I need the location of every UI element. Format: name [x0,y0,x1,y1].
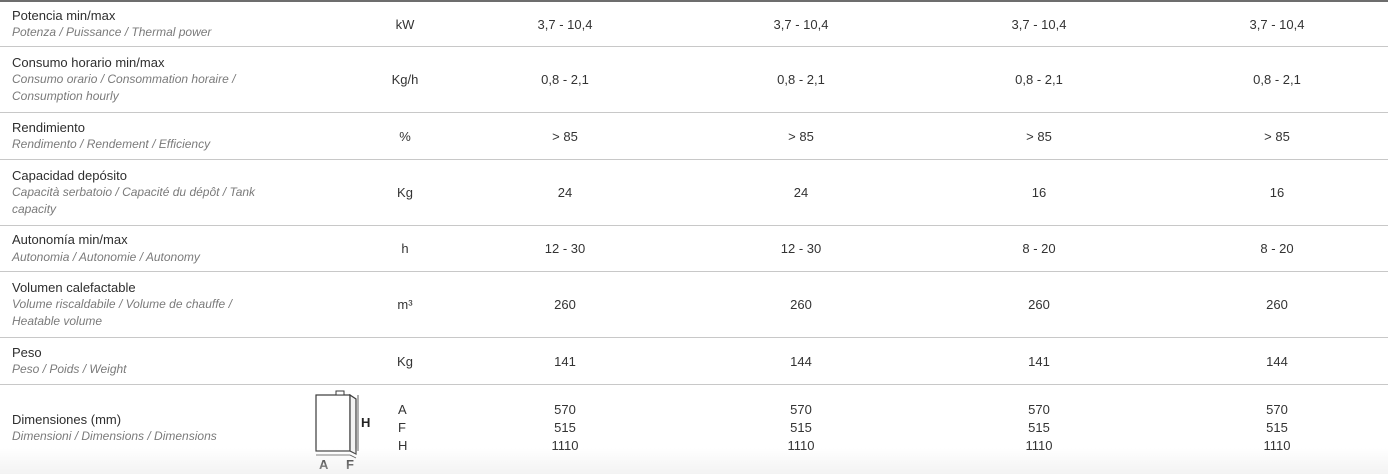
row-label-translation: Autonomia / Autonomie / Autonomy [12,249,200,264]
row-label-main: Consumo horario min/max [12,54,165,70]
dimension-value-f: 515 [790,420,812,435]
value-cell-model-4: 3,7 - 10,4 [1249,16,1305,32]
dimension-value-a: 570 [790,402,812,417]
value-cell-model-1: 3,7 - 10,4 [537,16,593,32]
value-cell-model-1: 141 [554,353,576,369]
stove-front-outline [315,394,351,452]
row-label-translation-cont: Consumption hourly [12,88,119,103]
row-label-main: Potencia min/max [12,7,116,23]
spec-row-efficiency: Rendimiento Rendimento / Rendement / Eff… [0,113,1388,160]
value-cell-model-2: 144 [790,353,812,369]
value-cell-model-2: > 85 [788,128,814,144]
stove-side-outline [349,393,357,455]
value-cell-model-4: 0,8 - 2,1 [1253,72,1301,87]
value-cell-model-2: 3,7 - 10,4 [773,16,829,32]
value-cell-model-1: > 85 [552,128,578,144]
unit-cell: m³ [397,297,413,312]
spec-row-hourly-consumption: Consumo horario min/max Consumo orario /… [0,47,1388,113]
unit-cell: % [399,128,411,144]
row-label-translation: Consumo orario / Consommation horaire / [12,72,236,87]
value-cell-model-1: 260 [554,297,576,312]
row-label-translation: Capacità serbatoio / Capacité du dépôt /… [12,185,256,200]
dimension-value-h: 1110 [1025,438,1053,453]
row-label-main: Dimensiones (mm) [12,411,122,427]
row-label-translation-cont: Heatable volume [12,313,103,328]
value-cell-model-3: 141 [1028,353,1050,369]
value-cell-model-2: 260 [790,297,812,312]
row-label: Autonomía min/max Autonomia / Autonomie … [0,232,300,265]
stove-flue-outline [335,390,345,396]
row-label: Capacidad depósito Capacità serbatoio / … [0,168,300,218]
spec-row-thermal-power: Potencia min/max Potenza / Puissance / T… [0,2,1388,47]
row-label-main: Volumen calefactable [12,279,136,295]
value-cell-model-4: 260 [1266,297,1288,312]
value-cell-model-1: 12 - 30 [544,241,586,256]
value-cell-model-3: 16 [1031,185,1047,200]
value-cell-model-1: 24 [557,185,573,200]
value-cell-model-1: 0,8 - 2,1 [541,72,589,87]
value-cell-model-2: 12 - 30 [780,241,822,256]
value-cell-model-4: 8 - 20 [1260,241,1294,256]
dimension-value-h: 1110 [551,438,579,453]
row-label-translation: Peso / Poids / Weight [12,362,127,376]
diagram-label-a: A [319,457,329,472]
row-label-translation: Rendimento / Rendement / Efficiency [12,137,211,151]
dimension-axis-cell: A F H [398,385,428,471]
row-label: Dimensiones (mm) Dimensioni / Dimensions… [0,412,300,445]
unit-cell: h [401,241,409,256]
value-cell-model-3: 260 [1028,297,1050,312]
diagram-label-h: H [361,415,370,430]
stove-dimension-diagram: H A F [315,390,370,472]
row-label-main: Autonomía min/max [12,232,128,247]
row-label-main: Peso [12,344,42,360]
diagram-label-f: F [346,457,354,472]
dimension-value-a: 570 [1028,402,1050,417]
dimension-cell-model-2: 570 515 1110 [736,385,866,471]
value-cell-model-2: 0,8 - 2,1 [777,72,825,87]
row-label-translation: Dimensioni / Dimensions / Dimensions [12,429,217,443]
row-label: Rendimiento Rendimento / Rendement / Eff… [0,120,300,153]
row-label: Peso Peso / Poids / Weight [0,345,300,378]
row-label-translation: Volume riscaldabile / Volume de chauffe … [12,297,232,312]
row-label: Potencia min/max Potenza / Puissance / T… [0,8,300,41]
unit-cell: Kg [397,185,413,200]
unit-cell: kW [395,16,415,32]
unit-cell: Kg [397,353,413,369]
row-label: Consumo horario min/max Consumo orario /… [0,55,300,105]
dimension-value-h: 1110 [1263,438,1291,453]
spec-row-autonomy: Autonomía min/max Autonomia / Autonomie … [0,226,1388,272]
dimension-value-f: 515 [1028,420,1050,435]
spec-row-tank-capacity: Capacidad depósito Capacità serbatoio / … [0,160,1388,226]
row-label: Volumen calefactable Volume riscaldabile… [0,280,300,330]
value-cell-model-4: 16 [1269,185,1285,200]
spec-row-dimensions: Dimensiones (mm) Dimensioni / Dimensions… [0,385,1388,471]
dimension-value-f: 515 [1266,420,1288,435]
value-cell-model-3: 3,7 - 10,4 [1011,16,1067,32]
dimension-value-a: 570 [554,402,576,417]
dimension-cell-model-4: 570 515 1110 [1212,385,1342,471]
dimension-cell-model-3: 570 515 1110 [974,385,1104,471]
dimension-value-h: 1110 [787,438,815,453]
value-cell-model-3: 8 - 20 [1022,241,1056,256]
dimension-axis-f: F [398,420,406,435]
row-label-translation: Potenza / Puissance / Thermal power [12,25,212,39]
dimension-value-a: 570 [1266,402,1288,417]
dimension-cell-model-1: 570 515 1110 [500,385,630,471]
value-cell-model-3: 0,8 - 2,1 [1015,72,1063,87]
row-label-main: Capacidad depósito [12,167,127,183]
row-label-translation-cont: capacity [12,201,57,216]
value-cell-model-3: > 85 [1026,128,1052,144]
dimension-value-f: 515 [554,420,576,435]
value-cell-model-4: 144 [1266,353,1288,369]
row-label-main: Rendimiento [12,119,85,135]
unit-cell: Kg/h [391,72,419,87]
value-cell-model-4: > 85 [1264,128,1290,144]
dimension-axis-h: H [398,438,408,453]
value-cell-model-2: 24 [793,185,809,200]
dimension-axis-a: A [398,402,407,417]
spec-row-heatable-volume: Volumen calefactable Volume riscaldabile… [0,272,1388,338]
spec-row-weight: Peso Peso / Poids / Weight Kg 141 144 14… [0,338,1388,385]
